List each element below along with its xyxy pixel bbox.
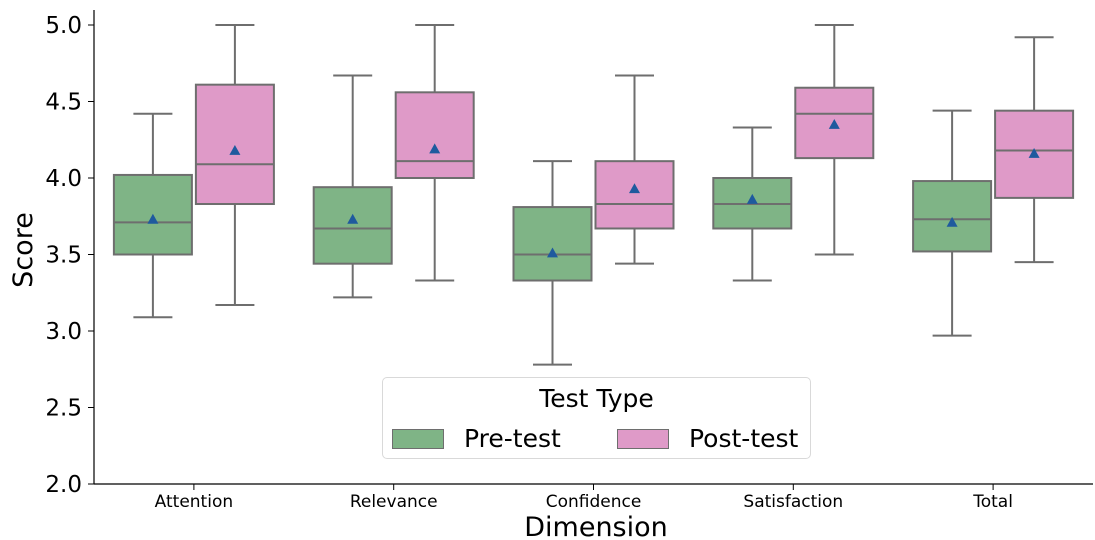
box-pre-test-confidence bbox=[512, 160, 593, 366]
mean-marker bbox=[229, 144, 241, 155]
box-post-test-relevance bbox=[394, 24, 475, 282]
x-tick-label: Attention bbox=[155, 492, 233, 512]
legend-title: Test Type bbox=[539, 384, 654, 413]
box-pre-test-total bbox=[912, 109, 993, 337]
box-iqr bbox=[312, 186, 393, 265]
mean-marker bbox=[746, 193, 758, 204]
legend-swatch-pre-test bbox=[392, 428, 444, 449]
box-iqr bbox=[194, 83, 275, 206]
box-iqr bbox=[512, 206, 593, 282]
box-post-test-total bbox=[994, 36, 1075, 264]
y-tick-label: 2.5 bbox=[45, 396, 82, 422]
axes: 2.0 2.5 3.0 3.5 4.0 4.5 5.0 Attention Relevance C… bbox=[45, 10, 1093, 512]
box-pre-test-relevance bbox=[312, 74, 393, 299]
mean-marker bbox=[629, 183, 640, 194]
legend-item-post-test: Post-test bbox=[617, 424, 798, 453]
x-tick-label: Confidence bbox=[546, 492, 642, 512]
mean-marker bbox=[147, 213, 159, 224]
mean-marker bbox=[547, 247, 558, 258]
box-iqr bbox=[794, 86, 875, 160]
y-tick-label: 3.0 bbox=[45, 319, 82, 345]
box-pre-test-satisfaction bbox=[712, 126, 793, 282]
legend-label-post-test: Post-test bbox=[689, 424, 799, 453]
legend-label-pre-test: Pre-test bbox=[464, 424, 561, 453]
x-tick-label: Satisfaction bbox=[743, 492, 843, 512]
box-post-test-attention bbox=[194, 24, 275, 306]
box-iqr bbox=[594, 160, 675, 230]
mean-marker bbox=[946, 216, 958, 227]
box-post-test-confidence bbox=[594, 74, 675, 265]
legend-swatch-post-test bbox=[617, 428, 669, 449]
mean-marker bbox=[1028, 148, 1040, 158]
mean-marker bbox=[347, 213, 359, 224]
y-tick-label: 4.0 bbox=[45, 166, 82, 192]
boxes-group bbox=[112, 24, 1075, 366]
legend: Test Type Pre-test Post-test bbox=[382, 377, 811, 459]
y-tick-label: 2.0 bbox=[45, 472, 82, 498]
y-tick-label: 3.5 bbox=[45, 243, 82, 269]
y-tick-label: 5.0 bbox=[45, 13, 82, 39]
box-post-test-satisfaction bbox=[794, 24, 875, 256]
y-axis-label: Score bbox=[8, 212, 39, 288]
box-iqr bbox=[112, 173, 193, 256]
x-axis-label: Dimension bbox=[524, 512, 668, 540]
mean-marker bbox=[429, 143, 441, 154]
x-tick-label: Total bbox=[972, 492, 1013, 512]
legend-item-pre-test: Pre-test bbox=[392, 424, 561, 453]
mean-marker bbox=[828, 118, 840, 129]
x-tick-label: Relevance bbox=[350, 492, 438, 512]
box-pre-test-attention bbox=[112, 112, 193, 319]
box-iqr bbox=[394, 91, 475, 179]
box-iqr bbox=[912, 180, 993, 253]
y-tick-label: 4.5 bbox=[45, 90, 82, 116]
